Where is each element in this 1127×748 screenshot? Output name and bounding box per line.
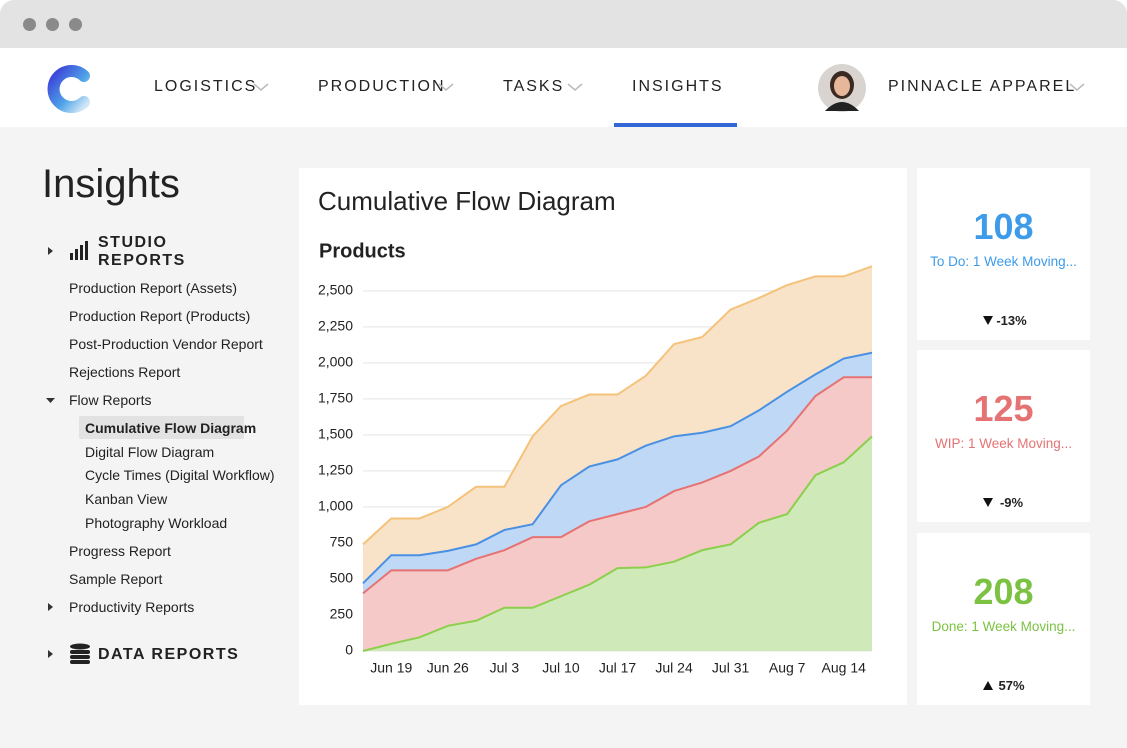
x-tick-label: Jul 3 <box>490 660 520 676</box>
report-link[interactable]: Cycle Times (Digital Workflow) <box>85 467 275 483</box>
x-tick-label: Jul 31 <box>712 660 750 676</box>
caret[interactable] <box>46 649 56 659</box>
x-tick-label: Aug 14 <box>822 660 867 676</box>
trend-arrow <box>983 681 993 690</box>
y-tick-label: 1,250 <box>318 462 353 478</box>
x-tick-label: Jun 19 <box>370 660 412 676</box>
report-link[interactable]: Photography Workload <box>85 515 228 531</box>
y-tick-label: 2,500 <box>318 282 353 298</box>
caret[interactable] <box>46 246 56 256</box>
page-title: Insights <box>42 162 180 206</box>
kpi-label: WIP: 1 Week Moving... <box>934 436 1073 451</box>
report-link[interactable]: Production Report (Assets) <box>69 280 238 296</box>
window-dot[interactable] <box>23 18 36 31</box>
chart: Cumulative Flow Diagram Products 0 250 500… <box>318 186 873 676</box>
kpi-value: 108 <box>973 206 1034 247</box>
bar-icon <box>70 241 88 260</box>
report-link[interactable]: Production Report (Products) <box>69 308 251 324</box>
window-dot[interactable] <box>69 18 82 31</box>
account-name[interactable]: PINNACLE APPAREL <box>888 78 1077 95</box>
database-icon <box>70 643 90 664</box>
caret[interactable] <box>46 602 56 612</box>
nav-item[interactable]: PRODUCTION <box>318 78 446 95</box>
logo[interactable] <box>40 62 96 116</box>
y-tick-label: 1,000 <box>318 498 353 514</box>
y-tick-label: 1,750 <box>318 390 353 406</box>
y-tick-label: 1,500 <box>318 426 353 442</box>
kpi-card[interactable]: 125 WIP: 1 Week Moving... -9% <box>917 350 1090 522</box>
nav-item[interactable]: TASKS <box>503 78 565 95</box>
folder-link[interactable]: Productivity Reports <box>69 599 195 615</box>
report-link[interactable]: Digital Flow Diagram <box>85 444 215 460</box>
area-line <box>362 435 873 652</box>
report-link[interactable]: Cumulative Flow Diagram <box>85 420 257 436</box>
active-indicator <box>614 123 737 127</box>
section-title[interactable]: STUDIO REPORTS <box>98 234 186 269</box>
kpi-change: 57% <box>998 678 1025 693</box>
y-tick-label: 0 <box>345 642 353 658</box>
kpi-card[interactable]: 208 Done: 1 Week Moving... 57% <box>917 533 1090 705</box>
kpi-value: 208 <box>973 571 1034 612</box>
y-tick-label: 750 <box>330 534 354 550</box>
y-tick-label: 2,000 <box>318 354 353 370</box>
report-link[interactable]: Sample Report <box>69 571 163 587</box>
window-dot[interactable] <box>46 18 59 31</box>
x-tick-label: Jul 24 <box>655 660 693 676</box>
section-title[interactable]: DATA REPORTS <box>98 646 240 663</box>
chevron <box>1069 83 1085 91</box>
kpi-change: -9% <box>999 495 1024 510</box>
area-fill <box>363 352 872 594</box>
title-bar <box>0 0 1127 48</box>
area-fill <box>363 266 872 584</box>
kpi-label: To Do: 1 Week Moving... <box>930 254 1077 269</box>
report-link[interactable]: Kanban View <box>85 491 168 507</box>
report-link[interactable]: Post-Production Vendor Report <box>69 336 263 352</box>
report-link[interactable]: Progress Report <box>69 543 171 559</box>
kpi-change: -13% <box>996 313 1027 328</box>
kpi-label: Done: 1 Week Moving... <box>931 619 1076 634</box>
y-tick-label: 500 <box>330 570 354 586</box>
chevron <box>253 83 269 91</box>
folder-link[interactable]: Flow Reports <box>69 392 152 408</box>
caret[interactable] <box>45 396 57 406</box>
nav-item[interactable]: INSIGHTS <box>632 78 724 95</box>
area-fill <box>363 436 872 651</box>
chevron <box>567 83 583 91</box>
y-tick-label: 2,250 <box>318 318 353 334</box>
nav-item[interactable]: LOGISTICS <box>154 78 258 95</box>
area-line <box>362 376 872 595</box>
y-tick-label: 250 <box>330 606 354 622</box>
trend-arrow <box>983 316 993 325</box>
avatar[interactable] <box>817 63 867 113</box>
report-link[interactable]: Rejections Report <box>69 364 181 380</box>
chart-subtitle: Products <box>319 240 406 262</box>
area-line <box>362 265 873 546</box>
kpi-value: 125 <box>973 388 1034 429</box>
trend-arrow <box>983 498 993 507</box>
selected-bg <box>79 416 244 439</box>
x-tick-label: Jul 10 <box>542 660 580 676</box>
x-tick-label: Aug 7 <box>769 660 806 676</box>
x-tick-label: Jun 26 <box>427 660 469 676</box>
kpi-card[interactable]: 108 To Do: 1 Week Moving... -13% <box>917 168 1090 340</box>
chart-title: Cumulative Flow Diagram <box>318 186 616 216</box>
x-tick-label: Jul 17 <box>599 660 637 676</box>
chevron <box>438 83 454 91</box>
nav-bar: LOGISTICS PRODUCTION TASKS INSIGHTS PINN… <box>0 48 1127 127</box>
area-line <box>362 351 873 584</box>
chart-card: Cumulative Flow Diagram Products 0 250 500… <box>299 168 907 705</box>
